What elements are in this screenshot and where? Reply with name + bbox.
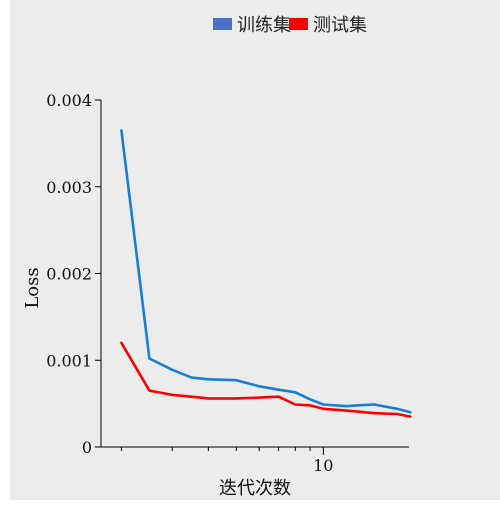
y-tick-label: 0.001 [46, 351, 92, 370]
legend-swatch-train [213, 18, 232, 30]
x-axis-ticks: 10 [120, 447, 333, 475]
legend-label-test: 测试集 [313, 15, 367, 36]
y-tick-label: 0 [82, 438, 92, 457]
series-line-train [120, 129, 412, 414]
y-axis-label: Loss [22, 267, 43, 308]
series-line-test [120, 341, 412, 418]
y-axis-ticks: 0 0.001 0.002 0.003 0.004 [46, 91, 101, 457]
legend-swatch-test [289, 18, 308, 30]
x-tick-label: 10 [313, 456, 333, 475]
legend: 训练集 测试集 [213, 15, 367, 36]
legend-label-train: 训练集 [237, 15, 291, 36]
y-tick-label: 0.004 [46, 91, 92, 110]
series-group [120, 129, 412, 418]
y-tick-label: 0.002 [46, 265, 92, 284]
y-tick-label: 0.003 [46, 178, 92, 197]
x-axis-label: 迭代次数 [219, 478, 291, 499]
chart-background [10, 0, 500, 500]
